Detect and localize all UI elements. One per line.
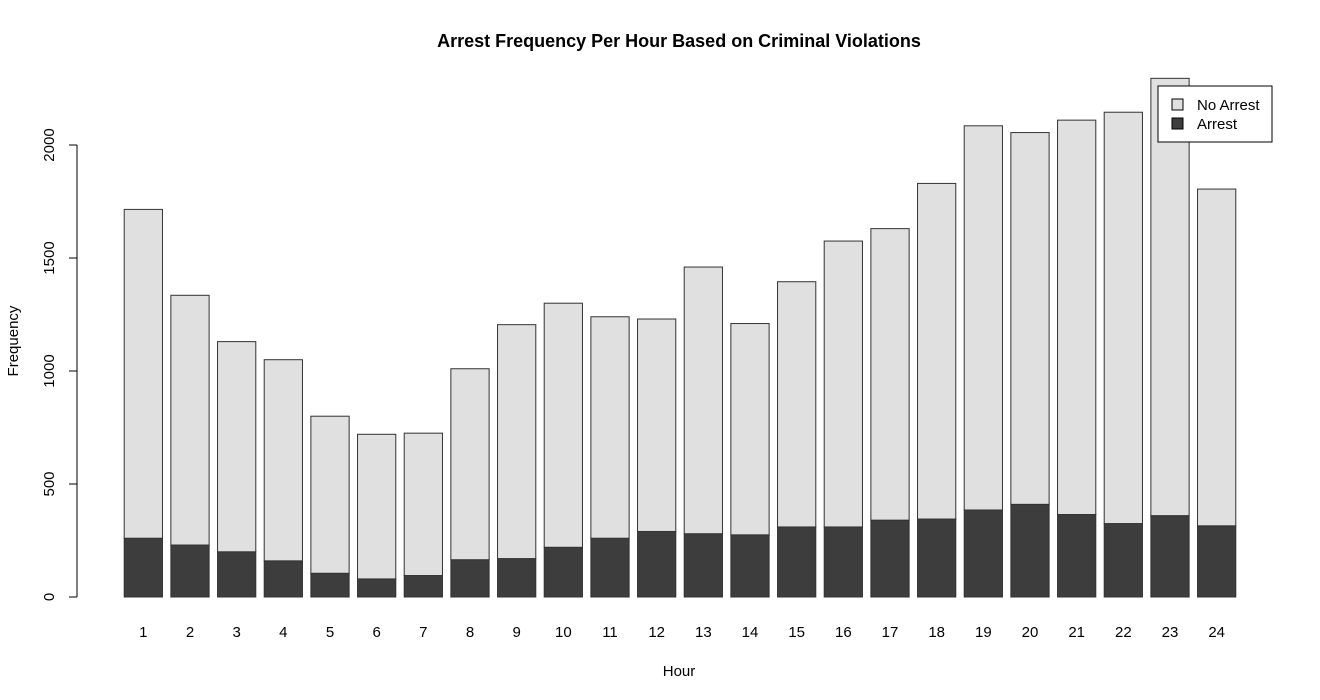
bar-no-arrest-hour-14 [730, 323, 770, 536]
bar-arrest-hour-17 [870, 519, 910, 598]
bar-arrest-hour-21 [1057, 514, 1097, 598]
x-tick-label: 14 [742, 624, 759, 641]
bar-no-arrest-hour-8 [450, 368, 490, 561]
bar-arrest-hour-23 [1150, 515, 1190, 598]
bar-arrest-hour-14 [730, 534, 770, 598]
bar-no-arrest-hour-15 [777, 281, 817, 528]
bar-arrest-hour-18 [917, 518, 957, 598]
bar-no-arrest-hour-22 [1103, 111, 1143, 525]
x-tick-label: 19 [975, 624, 992, 641]
x-tick-label: 11 [602, 624, 618, 641]
x-tick-label: 10 [555, 624, 572, 641]
bar-no-arrest-hour-13 [683, 266, 723, 535]
x-axis-label: Hour [663, 663, 696, 680]
bar-no-arrest-hour-3 [217, 341, 257, 553]
bar-arrest-hour-1 [123, 537, 163, 598]
x-tick-label: 22 [1115, 624, 1132, 641]
x-tick-label: 3 [232, 624, 240, 641]
bar-no-arrest-hour-21 [1057, 119, 1097, 516]
legend-label: No Arrest [1197, 97, 1260, 114]
x-tick-label: 18 [928, 624, 945, 641]
bar-no-arrest-hour-19 [963, 125, 1003, 511]
chart-title: Arrest Frequency Per Hour Based on Crimi… [437, 31, 921, 51]
bar-no-arrest-hour-11 [590, 316, 630, 539]
bar-no-arrest-hour-4 [263, 359, 303, 562]
bar-arrest-hour-6 [357, 578, 397, 598]
bar-arrest-hour-4 [263, 560, 303, 598]
bar-arrest-hour-5 [310, 572, 350, 598]
y-tick-label: 1000 [41, 354, 58, 387]
bar-no-arrest-hour-6 [357, 433, 397, 580]
x-tick-label: 8 [466, 624, 474, 641]
x-tick-label: 20 [1022, 624, 1039, 641]
bars-group [123, 77, 1237, 598]
x-tick-label: 16 [835, 624, 852, 641]
bar-no-arrest-hour-18 [917, 182, 957, 520]
legend-swatch [1171, 117, 1184, 130]
x-tick-label: 12 [648, 624, 665, 641]
x-tick-label: 13 [695, 624, 712, 641]
legend-swatch [1171, 98, 1184, 111]
bar-no-arrest-hour-2 [170, 294, 210, 546]
bar-no-arrest-hour-10 [543, 302, 583, 548]
y-tick-label: 0 [41, 593, 58, 601]
x-tick-label: 24 [1208, 624, 1225, 641]
x-tick-label: 17 [882, 624, 899, 641]
x-tick-label: 4 [279, 624, 287, 641]
bar-arrest-hour-16 [823, 526, 863, 598]
x-tick-label: 1 [139, 624, 147, 641]
bar-no-arrest-hour-12 [637, 318, 677, 532]
x-tick-labels: 1 2 3 4 5 6 7 8 9 10 11 12 13 14 15 16 17 18 19 20 21 22 23 24 [139, 624, 1225, 641]
x-tick-label: 2 [186, 624, 194, 641]
bar-arrest-hour-2 [170, 544, 210, 598]
x-tick-label: 21 [1068, 624, 1085, 641]
bar-no-arrest-hour-1 [123, 208, 163, 539]
bar-arrest-hour-12 [637, 530, 677, 598]
bar-arrest-hour-8 [450, 559, 490, 598]
bar-arrest-hour-11 [590, 537, 630, 598]
bar-arrest-hour-3 [217, 551, 257, 598]
y-axis: 0 500 1000 1500 2000 [41, 128, 78, 601]
bar-arrest-hour-15 [777, 526, 817, 598]
bar-arrest-hour-24 [1197, 525, 1237, 598]
y-tick-label: 500 [41, 471, 58, 496]
bar-no-arrest-hour-24 [1197, 188, 1237, 527]
x-tick-label: 5 [326, 624, 334, 641]
x-tick-label: 7 [419, 624, 427, 641]
x-tick-label: 9 [512, 624, 520, 641]
bar-arrest-hour-22 [1103, 523, 1143, 598]
bar-arrest-hour-20 [1010, 503, 1050, 598]
bar-no-arrest-hour-20 [1010, 132, 1050, 505]
legend-label: Arrest [1197, 116, 1238, 133]
bar-no-arrest-hour-9 [497, 324, 537, 560]
bar-no-arrest-hour-16 [823, 240, 863, 528]
bar-arrest-hour-19 [963, 509, 1003, 598]
y-tick-label: 1500 [41, 241, 58, 274]
legend-box [1157, 85, 1273, 143]
bar-no-arrest-hour-23 [1150, 77, 1190, 517]
bar-arrest-hour-13 [683, 533, 723, 598]
x-tick-label: 23 [1162, 624, 1179, 641]
y-axis-label: Frequency [5, 305, 22, 376]
bar-arrest-hour-9 [497, 558, 537, 598]
bar-no-arrest-hour-7 [403, 432, 443, 577]
y-tick-label: 2000 [41, 128, 58, 161]
bar-no-arrest-hour-5 [310, 415, 350, 574]
x-tick-label: 15 [788, 624, 805, 641]
x-tick-label: 6 [372, 624, 380, 641]
bar-no-arrest-hour-17 [870, 228, 910, 521]
bar-arrest-hour-7 [403, 575, 443, 598]
legend: No Arrest Arrest [1157, 85, 1273, 143]
bar-arrest-hour-10 [543, 546, 583, 598]
